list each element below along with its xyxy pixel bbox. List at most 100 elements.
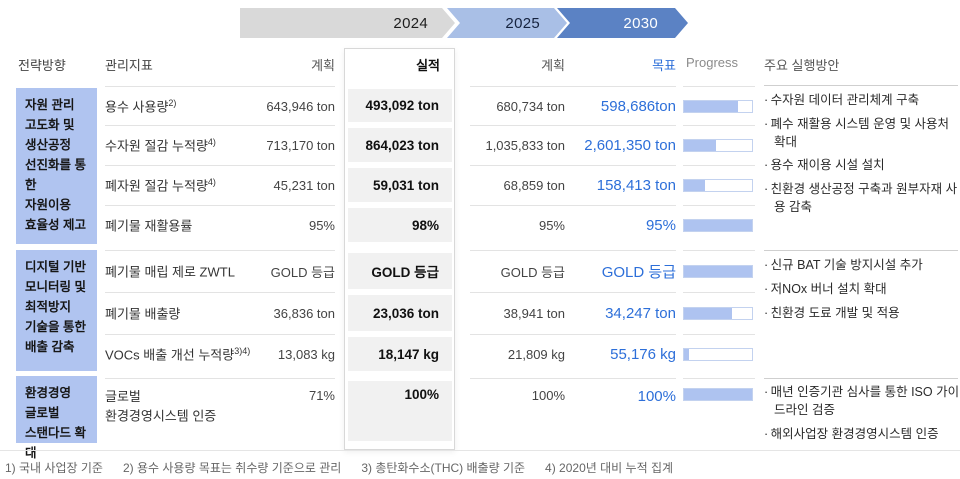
table-row: 용수 사용량2) 643,946 ton 493,092 ton 680,734… [0, 86, 960, 125]
action-item: 해외사업장 환경경영시스템 인증 [764, 426, 960, 444]
year-label: 2024 [393, 14, 428, 32]
footnote-2: 2) 용수 사용량 목표는 취수량 기준으로 관리 [122, 461, 342, 475]
header-target-2030: 목표 [652, 58, 676, 73]
actual-2024-value: 23,036 ton [348, 295, 452, 331]
footnote-1: 1) 국내 사업장 기준 [5, 461, 103, 475]
timeline-2030: 2030 [557, 8, 688, 38]
plan-2025-value: 1,035,833 ton [470, 125, 565, 165]
actual-2024-value: 864,023 ton [348, 128, 452, 162]
target-2030-value: 34,247 ton [560, 292, 676, 334]
table-row: 폐기물 재활용률 95% 98% 95% 95% [0, 205, 960, 245]
plan-2024-value: 36,836 ton [240, 292, 335, 334]
progress-cell [683, 292, 755, 334]
actual-2024-value: 59,031 ton [348, 168, 452, 202]
action-item: 용수 재이용 시설 설치 [764, 157, 960, 175]
indicator-cell: 용수 사용량2) [105, 86, 290, 125]
plan-2025-value: 38,941 ton [470, 292, 565, 334]
indicator-label: VOCs 배출 개선 누적량 [105, 347, 235, 363]
target-2030-value: 598,686ton [560, 86, 676, 125]
target-2030-value: 55,176 kg [560, 334, 676, 374]
indicator-label: 용수 사용량 [105, 98, 169, 114]
action-item: 친환경 도료 개발 및 적용 [764, 305, 960, 323]
table-row: 글로벌 환경경영시스템 인증 71% 100% 100% 100% [0, 378, 960, 444]
indicator-cell: 폐기물 매립 제로 ZWTL [105, 250, 290, 292]
plan-2024-value: GOLD 등급 [240, 250, 335, 292]
actual-2024-value: GOLD 등급 [348, 253, 452, 289]
progress-bar [683, 219, 753, 232]
actions-section-digital: 신규 BAT 기술 방지시설 추가 저NOx 버너 설치 확대 친환경 도료 개… [764, 257, 960, 328]
plan-2024-value: 643,946 ton [240, 86, 335, 125]
target-2030-value: 158,413 ton [560, 165, 676, 205]
footnote-ref: 3)4) [234, 346, 251, 357]
progress-cell [683, 165, 755, 205]
table-row: 수자원 절감 누적량4) 713,170 ton 864,023 ton 1,0… [0, 125, 960, 165]
actions-separator [764, 85, 958, 86]
plan-2025-value: 68,859 ton [470, 165, 565, 205]
action-item: 수자원 데이터 관리체계 구축 [764, 92, 960, 110]
header-plan-2025: 계획 [541, 58, 565, 73]
action-item: 신규 BAT 기술 방지시설 추가 [764, 257, 960, 275]
progress-bar [683, 265, 753, 278]
actual-2024-value: 100% [348, 381, 452, 441]
progress-bar [683, 348, 753, 361]
footnotes: 1) 국내 사업장 기준 2) 용수 사용량 목표는 취수량 기준으로 관리 3) … [5, 459, 693, 476]
action-item: 친환경 생산공정 구축과 원부자재 사용 감축 [764, 181, 960, 217]
timeline-2025: 2025 [447, 8, 567, 38]
indicator-label: 수자원 절감 누적량 [105, 138, 208, 154]
action-item: 저NOx 버너 설치 확대 [764, 281, 960, 299]
actions-separator [764, 250, 958, 251]
indicator-label: 글로벌 환경경영시스템 인증 [105, 389, 217, 423]
progress-bar [683, 139, 753, 152]
plan-2025-value: 100% [470, 378, 565, 444]
progress-cell [683, 86, 755, 125]
target-2030-value: 100% [560, 378, 676, 444]
footnote-3: 3) 총탄화수소(THC) 배출량 기준 [361, 461, 526, 475]
plan-2024-value: 713,170 ton [240, 125, 335, 165]
header-plan-2024: 계획 [311, 58, 335, 73]
plan-2024-value: 71% [240, 378, 335, 444]
plan-2025-value: 21,809 kg [470, 334, 565, 374]
progress-cell [683, 125, 755, 165]
header-actions: 주요 실행방안 [764, 58, 840, 73]
plan-2025-value: GOLD 등급 [470, 250, 565, 292]
timeline-2024: 2024 [240, 8, 455, 38]
indicator-cell: 폐기물 재활용률 [105, 205, 290, 245]
strategy-label-resource: 자원 관리 고도화 및 생산공정 선진화를 통한 자원이용 효율성 제고 [16, 88, 97, 244]
actual-2024-value: 98% [348, 208, 452, 242]
target-2030-value: 95% [560, 205, 676, 245]
actions-section-global: 매년 인증기관 심사를 통한 ISO 가이드라인 검증 해외사업장 환경경영시스… [764, 384, 960, 449]
progress-bar [683, 179, 753, 192]
indicator-label: 폐기물 재활용률 [105, 218, 193, 234]
year-label: 2030 [623, 14, 658, 32]
target-2030-value: 2,601,350 ton [560, 125, 676, 165]
progress-bar [683, 307, 753, 320]
header-actual-2024: 실적 [416, 58, 440, 73]
plan-2024-value: 45,231 ton [240, 165, 335, 205]
table-bottom-border [0, 450, 960, 451]
action-item: 폐수 재활용 시스템 운영 및 사용처 확대 [764, 116, 960, 152]
header-progress: Progress [686, 55, 739, 70]
plan-2024-value: 95% [240, 205, 335, 245]
actions-separator [764, 378, 958, 379]
plan-2025-value: 680,734 ton [470, 86, 565, 125]
indicator-cell: 폐기물 배출량 [105, 292, 290, 334]
footnote-ref: 4) [207, 137, 216, 148]
action-item: 매년 인증기관 심사를 통한 ISO 가이드라인 검증 [764, 384, 960, 420]
table-row: VOCs 배출 개선 누적량3)4) 13,083 kg 18,147 kg 2… [0, 334, 960, 374]
year-label: 2025 [505, 14, 540, 32]
footnote-ref: 2) [168, 97, 177, 108]
strategy-label-digital: 디지털 기반 모니터링 및 최적방지 기술을 통한 배출 감축 [16, 250, 97, 371]
plan-2025-value: 95% [470, 205, 565, 245]
progress-bar [683, 99, 753, 113]
actual-2024-value: 18,147 kg [348, 337, 452, 371]
table-row: 폐자원 절감 누적량4) 45,231 ton 59,031 ton 68,85… [0, 165, 960, 205]
target-2030-value: GOLD 등급 [560, 250, 676, 292]
actual-2024-value: 493,092 ton [348, 89, 452, 122]
footnote-4: 4) 2020년 대비 누적 집계 [545, 461, 674, 475]
header-strategy: 전략방향 [18, 58, 66, 73]
indicator-label: 폐기물 매립 제로 ZWTL [105, 264, 235, 280]
strategy-label-global: 환경경영 글로벌 스탠다드 확대 [16, 376, 97, 460]
progress-cell [683, 378, 755, 444]
footnote-ref: 4) [207, 177, 216, 188]
